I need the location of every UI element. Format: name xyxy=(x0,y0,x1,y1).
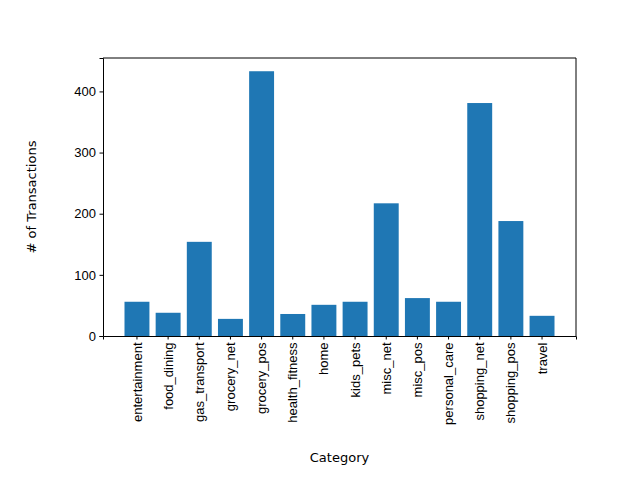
y-tick: 200 xyxy=(74,206,103,221)
bar xyxy=(187,242,212,336)
x-tick: kids_pets xyxy=(348,336,363,397)
x-tick-mark xyxy=(510,336,511,340)
x-tick-mark xyxy=(168,336,169,340)
y-axis-title: # of Transactions xyxy=(24,140,39,253)
x-tick-mark xyxy=(199,336,200,340)
bar xyxy=(343,302,368,336)
y-axis-line xyxy=(100,59,104,337)
x-tick: shopping_pos xyxy=(503,336,518,423)
y-tick-label: 0 xyxy=(89,329,96,344)
y-tick-mark xyxy=(100,214,104,215)
chart: entertainment food_dining gas_transport gro… xyxy=(0,0,640,480)
y-tick: 100 xyxy=(74,268,103,283)
x-tick-mark xyxy=(386,336,387,340)
x-tick-label: misc_net xyxy=(379,342,394,394)
x-tick: grocery_net xyxy=(223,336,238,411)
y-tick-mark xyxy=(100,91,104,92)
x-axis-line xyxy=(104,337,577,340)
bar xyxy=(156,313,181,336)
x-tick-mark xyxy=(261,336,262,340)
frame-right xyxy=(576,58,577,336)
plot: entertainment food_dining gas_transport gro… xyxy=(74,58,576,425)
x-tick-label: grocery_pos xyxy=(254,342,269,414)
x-tick-label: home xyxy=(316,343,331,376)
x-tick: entertainment xyxy=(130,336,145,422)
x-tick-mark xyxy=(542,336,543,340)
x-axis-title: Category xyxy=(310,450,370,465)
x-tick: health_fitness xyxy=(285,336,300,423)
x-tick-label: personal_care xyxy=(441,343,456,425)
x-tick: personal_care xyxy=(441,336,456,425)
x-tick: travel xyxy=(535,336,550,374)
x-tick-mark xyxy=(417,336,418,340)
y-tick-mark xyxy=(100,275,104,276)
y-tick-label: 100 xyxy=(74,268,96,283)
x-tick-label: shopping_pos xyxy=(503,342,518,423)
x-tick-mark xyxy=(355,336,356,340)
x-tick-mark xyxy=(479,336,480,340)
bar xyxy=(374,203,399,336)
x-tick-label: entertainment xyxy=(130,342,145,422)
y-tick: 400 xyxy=(74,84,103,99)
x-tick-label: food_dining xyxy=(161,343,176,410)
x-tick: home xyxy=(316,336,331,375)
bar xyxy=(218,319,243,336)
y-tick: 0 xyxy=(89,329,103,344)
x-tick-label: travel xyxy=(535,342,550,374)
frame-top xyxy=(103,58,576,59)
x-tick-mark xyxy=(292,336,293,340)
bar xyxy=(498,221,523,336)
x-tick: grocery_pos xyxy=(254,336,269,414)
x-tick-label: health_fitness xyxy=(285,342,300,423)
x-tick-label: kids_pets xyxy=(348,342,363,397)
y-axis: 0 100 200 300 400 xyxy=(74,59,103,344)
x-tick-mark xyxy=(448,336,449,340)
y-tick: 300 xyxy=(74,145,103,160)
x-tick-label: misc_pos xyxy=(410,342,425,397)
bar xyxy=(280,314,305,336)
bar xyxy=(249,71,274,336)
bar xyxy=(311,305,336,336)
x-tick-mark xyxy=(323,336,324,340)
x-tick-label: grocery_net xyxy=(223,342,238,411)
x-tick: gas_transport xyxy=(192,336,207,422)
x-tick: food_dining xyxy=(161,336,176,410)
x-tick-label: shopping_net xyxy=(472,342,487,420)
x-axis: entertainment food_dining gas_transport gro… xyxy=(104,336,577,425)
y-tick-label: 200 xyxy=(74,206,96,221)
bar xyxy=(125,302,150,336)
y-tick-mark xyxy=(100,153,104,154)
y-tick-label: 300 xyxy=(74,145,96,160)
x-tick-mark xyxy=(136,336,137,340)
bar xyxy=(530,316,555,336)
y-tick-mark xyxy=(100,336,104,337)
bar xyxy=(436,302,461,336)
bars xyxy=(125,71,555,336)
x-tick: misc_net xyxy=(379,336,394,395)
x-tick-label: gas_transport xyxy=(192,342,207,422)
bar xyxy=(405,298,430,336)
y-tick-label: 400 xyxy=(74,84,96,99)
x-tick-mark xyxy=(230,336,231,340)
bar xyxy=(467,103,492,336)
x-tick: shopping_net xyxy=(472,336,487,421)
x-tick: misc_pos xyxy=(410,336,425,397)
